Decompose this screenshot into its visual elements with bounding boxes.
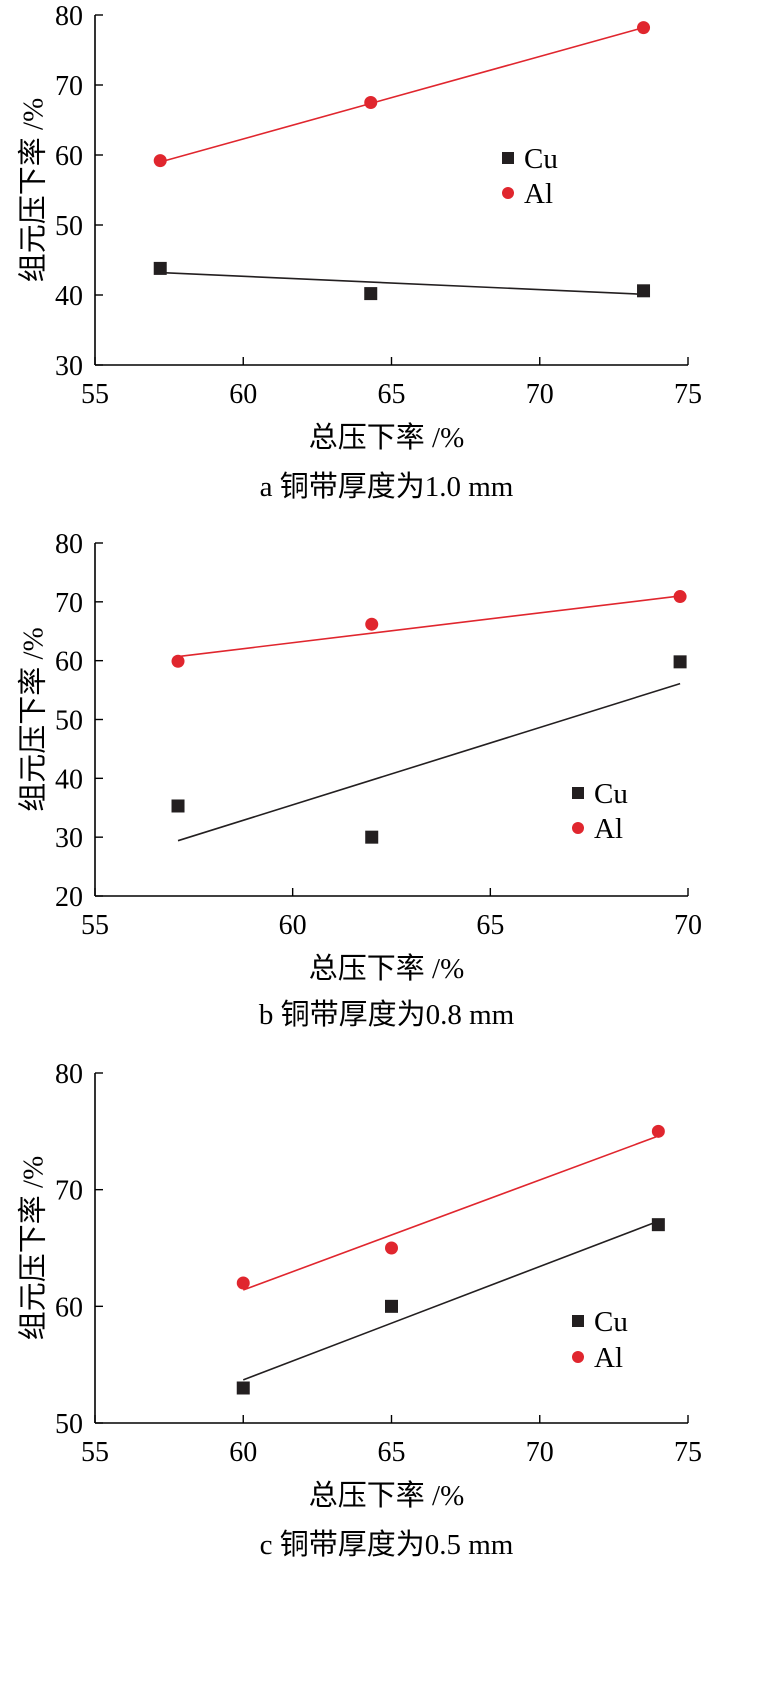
data-point-cu bbox=[365, 830, 379, 844]
chart-caption: a 铜带厚度为1.0 mm bbox=[260, 470, 514, 503]
data-point-cu bbox=[385, 1299, 398, 1313]
x-tick-label: 65 bbox=[378, 1437, 406, 1468]
data-point-cu bbox=[673, 655, 687, 669]
x-tick-label: 60 bbox=[229, 379, 257, 410]
chart-caption: c 铜带厚度为0.5 mm bbox=[260, 1528, 514, 1561]
data-point-cu bbox=[236, 1381, 250, 1395]
x-axis-title: 总压下率 /% bbox=[309, 421, 464, 454]
y-tick-label: 30 bbox=[55, 823, 83, 854]
legend-label-al: Al bbox=[524, 178, 553, 210]
y-tick-label: 60 bbox=[55, 1292, 83, 1323]
chart-caption: b 铜带厚度为0.8 mm bbox=[259, 998, 515, 1031]
y-tick-label: 40 bbox=[55, 764, 83, 795]
data-point-al bbox=[637, 21, 651, 35]
y-tick-label: 70 bbox=[55, 1176, 83, 1207]
data-point-al bbox=[171, 654, 185, 668]
x-axis-title: 总压下率 /% bbox=[309, 1479, 464, 1512]
legend-label-al: Al bbox=[594, 1342, 623, 1374]
x-tick-label: 55 bbox=[81, 379, 109, 410]
x-tick-label: 70 bbox=[526, 1437, 554, 1468]
y-tick-label: 60 bbox=[55, 141, 83, 172]
data-point-al bbox=[364, 96, 378, 109]
legend-label-cu: Cu bbox=[594, 1306, 628, 1338]
y-tick-label: 50 bbox=[55, 1409, 83, 1440]
legend-label-cu: Cu bbox=[594, 778, 628, 810]
x-tick-label: 70 bbox=[674, 910, 702, 941]
y-tick-label: 80 bbox=[55, 529, 83, 560]
fit-line-cu bbox=[242, 1220, 659, 1381]
x-tick-label: 60 bbox=[279, 910, 307, 941]
data-point-cu bbox=[637, 284, 651, 298]
y-tick-label: 60 bbox=[55, 647, 83, 678]
data-point-al bbox=[385, 1241, 398, 1255]
legend-marker-al bbox=[572, 822, 584, 834]
data-point-al bbox=[651, 1124, 665, 1138]
x-tick-label: 65 bbox=[476, 910, 504, 941]
x-tick-label: 60 bbox=[229, 1437, 257, 1468]
y-axis-title: 组元压下率 /% bbox=[17, 98, 50, 282]
legend-label-cu: Cu bbox=[524, 143, 558, 175]
fit-line-al bbox=[242, 1135, 659, 1291]
chart-panel-3: 50 60 70 80 55 60 65 70 75 总压下率 /% 组元压下率 /% Cu Al c 铜… bbox=[17, 1059, 702, 1561]
data-point-al bbox=[236, 1276, 250, 1290]
legend-marker-cu bbox=[572, 787, 584, 799]
fit-line-al bbox=[177, 595, 681, 658]
y-tick-label: 70 bbox=[55, 71, 83, 102]
x-tick-label: 55 bbox=[81, 910, 109, 941]
legend-marker-cu bbox=[502, 152, 514, 164]
data-point-cu bbox=[651, 1218, 665, 1232]
x-tick-label: 55 bbox=[81, 1437, 109, 1468]
data-point-al bbox=[365, 617, 379, 631]
y-tick-label: 40 bbox=[55, 281, 83, 312]
chart-panel-1: 30 40 50 60 70 80 55 60 65 70 75 总压下率 /% 组元压下率 /% CuA… bbox=[17, 1, 702, 503]
y-tick-label: 80 bbox=[55, 1, 83, 32]
chart-panel-2: 20 30 40 50 60 70 80 55 60 65 70 总压下率 /% 组元压下率 /% CuA… bbox=[17, 529, 702, 1031]
data-point-cu bbox=[364, 287, 378, 301]
legend-marker-al bbox=[572, 1351, 584, 1363]
y-axis-title: 组元压下率 /% bbox=[17, 627, 50, 811]
legend-marker-cu bbox=[572, 1315, 584, 1327]
legend-label-al: Al bbox=[594, 813, 623, 845]
legend-marker-al bbox=[502, 187, 514, 199]
y-tick-label: 70 bbox=[55, 588, 83, 619]
fit-line-al bbox=[160, 26, 644, 163]
x-tick-label: 75 bbox=[674, 1437, 702, 1468]
y-tick-label: 50 bbox=[55, 706, 83, 737]
y-tick-label: 20 bbox=[55, 882, 83, 913]
y-tick-label: 50 bbox=[55, 211, 83, 242]
x-tick-label: 65 bbox=[378, 379, 406, 410]
data-point-cu bbox=[153, 261, 167, 275]
data-point-cu bbox=[171, 799, 185, 813]
y-tick-label: 30 bbox=[55, 351, 83, 382]
y-axis-title: 组元压下率 /% bbox=[17, 1156, 50, 1340]
fit-line-cu bbox=[160, 271, 644, 296]
x-axis-title: 总压下率 /% bbox=[309, 952, 464, 985]
data-point-al bbox=[153, 154, 167, 168]
data-point-al bbox=[673, 590, 687, 604]
y-tick-label: 80 bbox=[55, 1059, 83, 1090]
fit-line-cu bbox=[177, 682, 681, 842]
x-tick-label: 75 bbox=[674, 379, 702, 410]
x-tick-label: 70 bbox=[526, 379, 554, 410]
